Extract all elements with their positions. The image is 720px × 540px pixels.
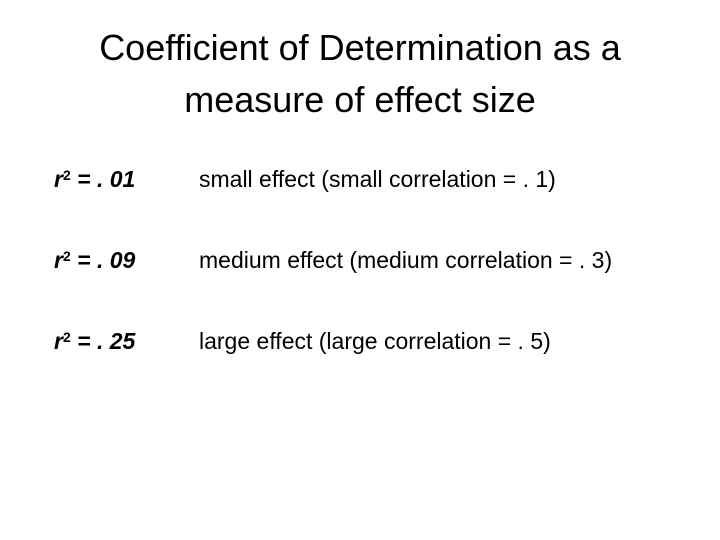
formula-value: = . 09 <box>70 247 136 273</box>
r-squared-formula: r2 = . 09 <box>54 241 135 279</box>
formula-value: = . 25 <box>70 328 136 354</box>
effect-size-row-large: r2 = . 25 large effect (large correlatio… <box>54 322 694 360</box>
formula-variable: r <box>54 328 63 354</box>
formula-exponent: 2 <box>62 167 71 183</box>
r-squared-formula: r2 = . 01 <box>54 160 135 198</box>
effect-description: large effect (large correlation = . 5) <box>199 328 551 354</box>
effect-size-list: r2 = . 01 small effect (small correlatio… <box>54 160 694 403</box>
formula-variable: r <box>54 247 63 273</box>
effect-description: small effect (small correlation = . 1) <box>199 166 556 192</box>
slide-title: Coefficient of Determination as a measur… <box>40 22 680 126</box>
r-squared-formula: r2 = . 25 <box>54 322 135 360</box>
title-line-1: Coefficient of Determination as a <box>99 27 621 68</box>
title-line-2: measure of effect size <box>184 79 536 120</box>
effect-size-row-medium: r2 = . 09 medium effect (medium correlat… <box>54 241 694 279</box>
effect-size-row-small: r2 = . 01 small effect (small correlatio… <box>54 160 694 198</box>
formula-exponent: 2 <box>62 329 71 345</box>
effect-description: medium effect (medium correlation = . 3) <box>199 247 613 273</box>
formula-variable: r <box>54 166 63 192</box>
formula-value: = . 01 <box>70 166 136 192</box>
formula-exponent: 2 <box>62 248 71 264</box>
